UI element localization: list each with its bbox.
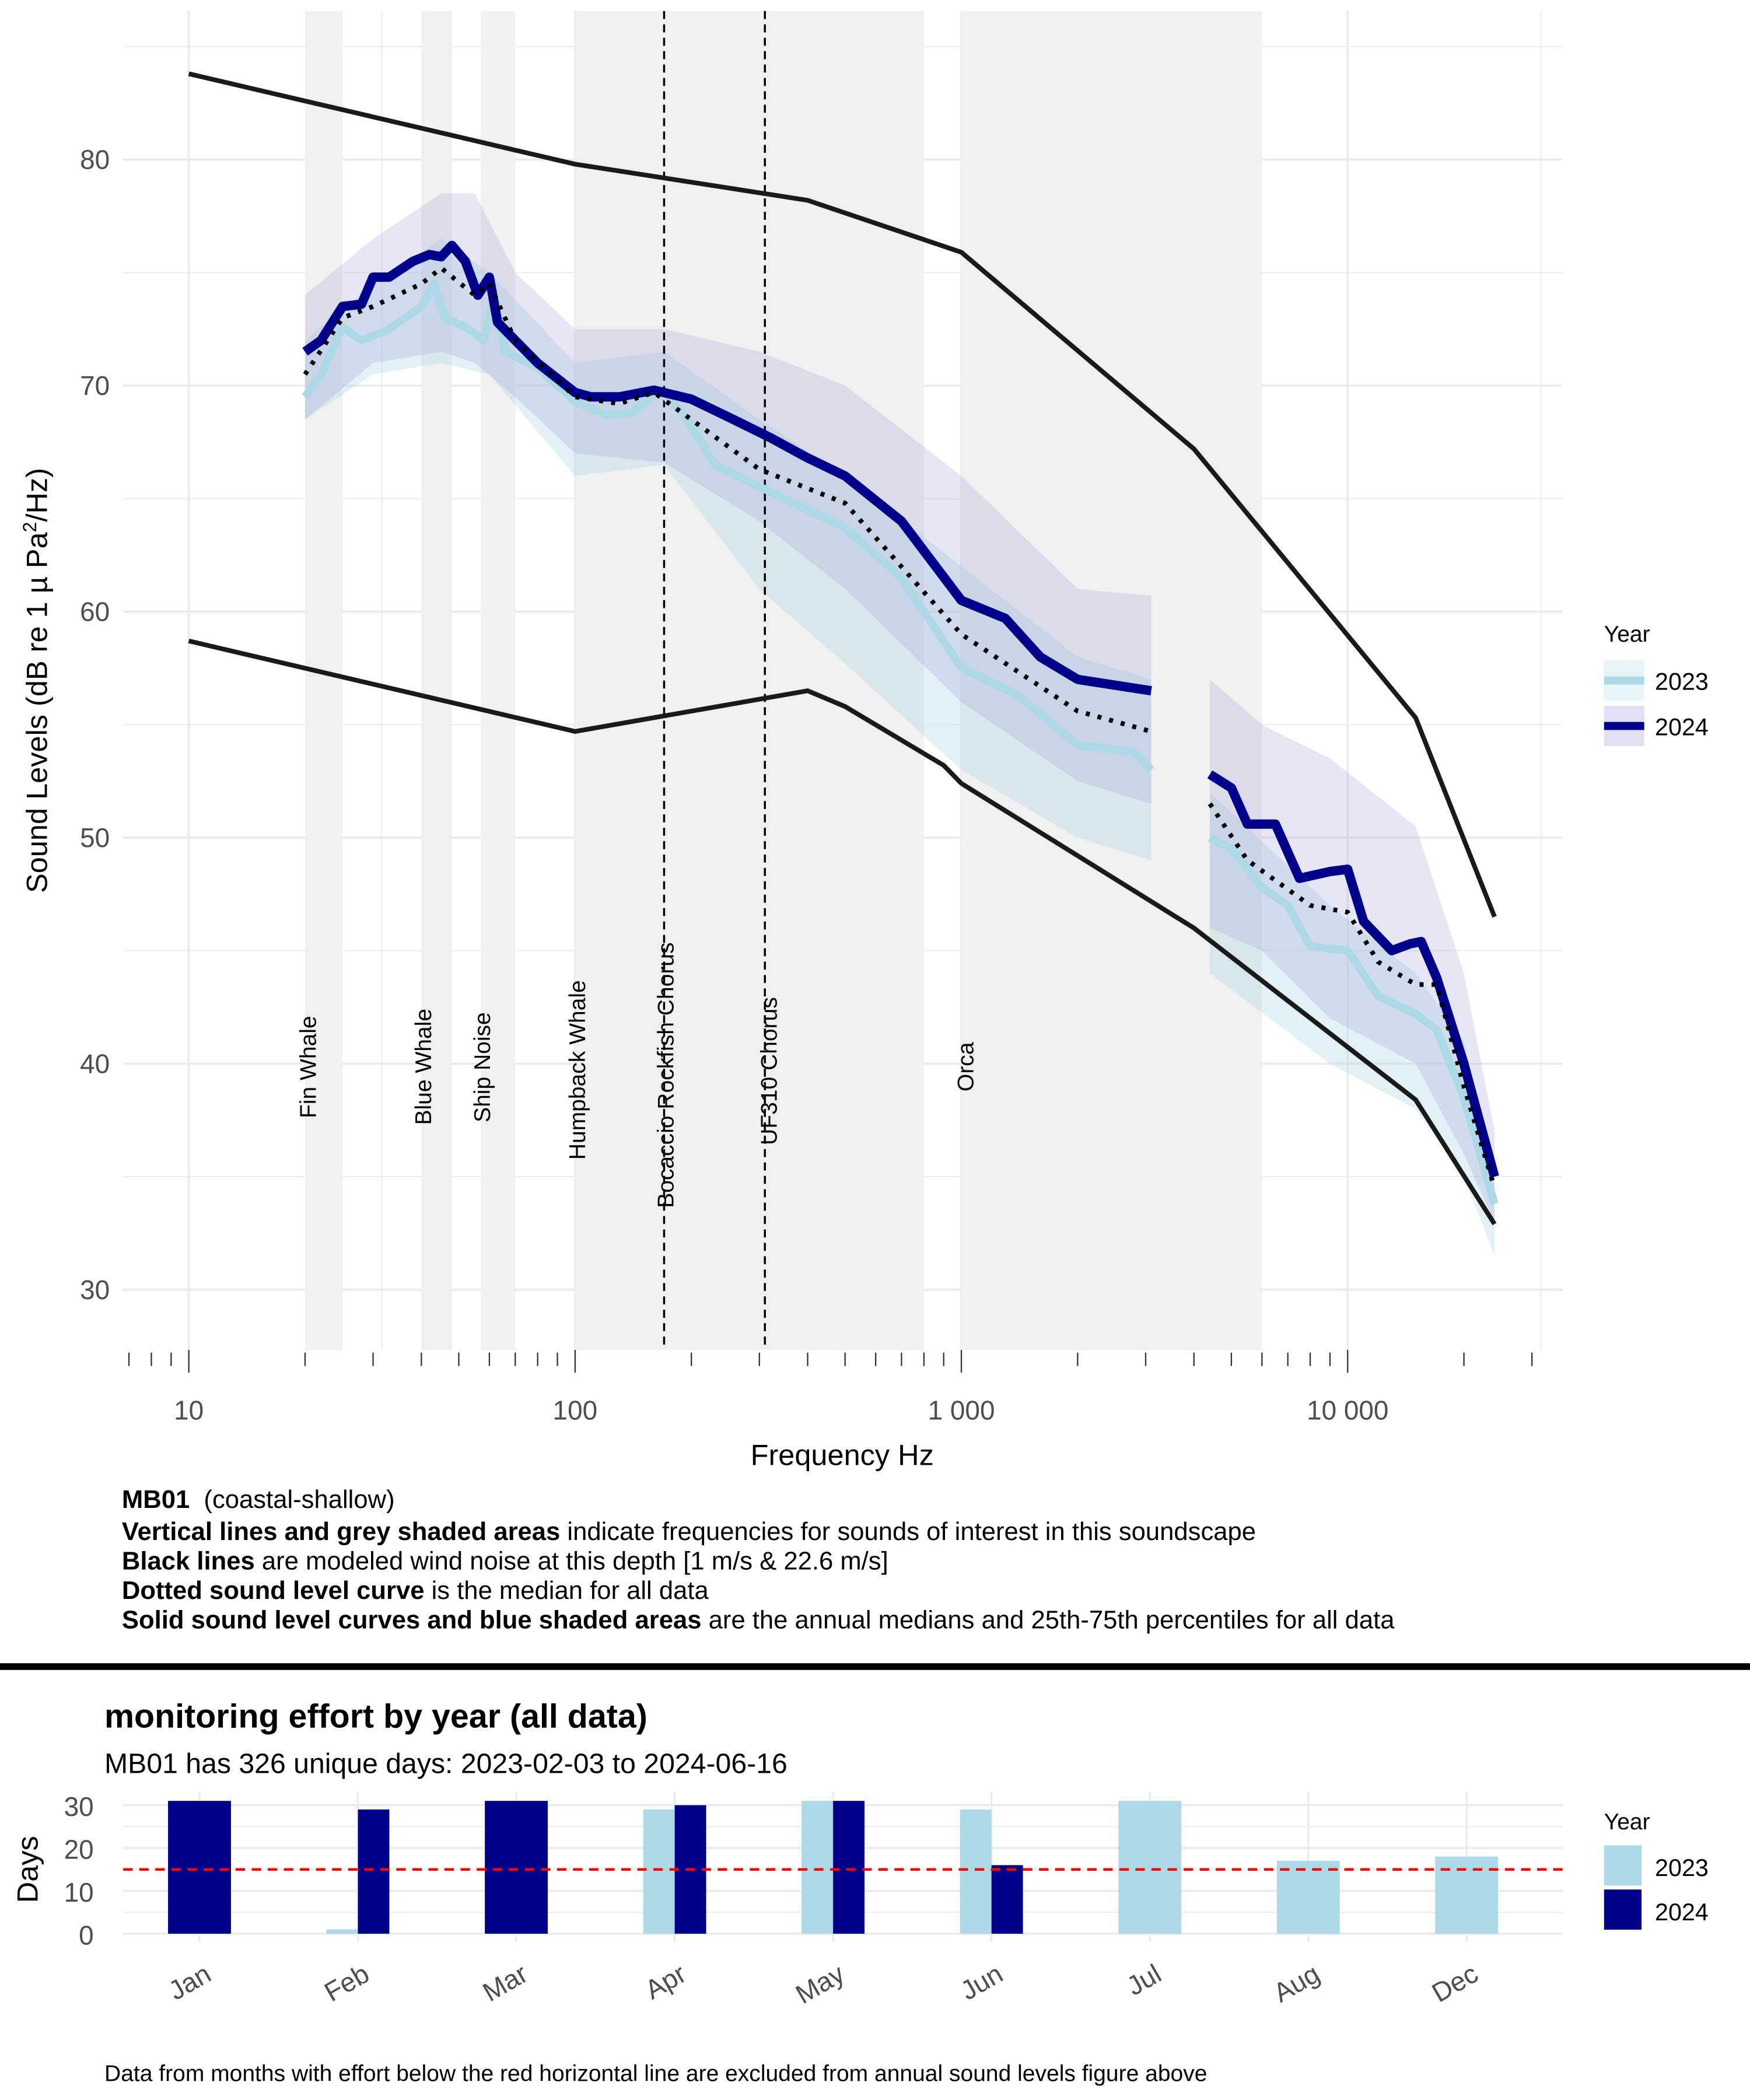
x-tick-label: Apr [640,1958,691,2006]
wind-noise-line [188,71,1497,918]
median-line-2024 [1207,770,1499,1178]
bar-2023-Feb [326,1929,358,1934]
x-tick-label: 100 [553,1395,598,1426]
median-line-2023 [1208,834,1499,1205]
sound-interest-labels: Fin Whale Blue Whale Ship Noise Humpback Wh… [296,942,979,1208]
note-site: MB01 (coastal-shallow) [122,1486,395,1514]
sound-levels-plot: Fin Whale Blue Whale Ship Noise Humpback Wh… [19,10,1709,1472]
legend-label-2024: 2024 [1655,714,1709,741]
y-tick-label: 30 [64,1791,94,1822]
y-tick-label: 60 [80,597,110,627]
legend-label-2023: 2023 [1655,668,1709,695]
shade-humpback-whale [575,10,924,1350]
x-tick-label: 10 000 [1307,1395,1388,1426]
median-line-2024 [302,240,1152,696]
bar-2024-Mar [485,1801,548,1934]
bar-2023-May [802,1801,834,1934]
legend-title: Year [1604,622,1650,647]
legend-label-2024: 2024 [1655,1899,1709,1926]
monitoring-effort-plot: monitoring effort by year (all data) MB0… [10,1698,1709,2086]
shade-ship-noise [481,10,516,1350]
sound-label: Blue Whale [411,1009,436,1125]
bar-2024-May [833,1801,865,1934]
bar-2024-Jan [168,1801,231,1934]
y-tick-label: 10 [64,1877,94,1908]
shade-blue-whale [421,10,452,1350]
sound-label: Bocaccio Rockfish Chorus [654,942,679,1208]
bar-2023-Apr [643,1809,675,1934]
y-axis-label: Sound Levels (dB re 1 µ Pa2/Hz) [19,468,53,893]
effort-ticks: 0 10 20 30 Jan Feb Mar Apr May Jun Jul Aug Dec [64,1791,1483,2010]
legend-key-2023 [1604,1845,1642,1886]
note-line: Vertical lines and grey shaded areas ind… [122,1518,1256,1546]
x-tick-label: 10 [174,1395,204,1426]
effort-subtitle: MB01 has 326 unique days: 2023-02-03 to … [104,1748,788,1779]
section-divider [0,1663,1750,1670]
note-line: Dotted sound level curve is the median f… [122,1577,709,1605]
note-line: Black lines are modeled wind noise at th… [122,1548,888,1576]
effort-bars [123,1801,1563,1934]
x-tick-label: Dec [1427,1958,1483,2008]
x-tick-label: Mar [478,1958,533,2008]
median-all-dotted-line [303,265,1152,734]
sound-label: UF310 Chorus [757,997,782,1145]
x-tick-label: Jul [1121,1958,1166,2001]
notes: MB01 (coastal-shallow) Vertical lines an… [122,1486,1395,1634]
x-tick-label: May [790,1958,849,2010]
sound-levels-ticks: 30 40 50 60 70 80 10 100 1 000 10 000 [80,145,1533,1426]
x-tick-label: Feb [319,1958,374,2008]
legend-label-2023: 2023 [1655,1854,1709,1881]
effort-title: monitoring effort by year (all data) [104,1698,648,1735]
legend-sound-levels: Year 2023 2024 [1604,622,1709,746]
bar-2023-Aug [1276,1861,1340,1934]
effort-y-axis-label: Days [10,1836,44,1903]
bar-2023-Jul [1118,1801,1182,1934]
legend-title: Year [1604,1810,1650,1835]
y-tick-label: 80 [80,145,110,175]
bar-2024-Jun [991,1865,1023,1934]
median-line-2023 [302,279,1154,773]
effort-footer-note: Data from months with effort below the r… [104,2061,1207,2086]
sound-label: Fin Whale [296,1016,321,1118]
y-tick-label: 70 [80,370,110,401]
legend-key-2024 [1604,1889,1642,1930]
y-tick-label: 30 [80,1275,110,1305]
level-curves [188,10,1499,1350]
y-tick-label: 20 [64,1834,94,1864]
shade-fin-whale [304,10,343,1350]
y-tick-label: 50 [80,822,110,853]
percentile-band-2023 [304,239,1152,860]
sound-label: Ship Noise [470,1012,495,1122]
legend-effort: Year 2023 2024 [1604,1810,1709,1930]
x-tick-label: Jan [163,1958,216,2006]
y-tick-label: 40 [80,1048,110,1079]
percentile-band-2023 [1210,792,1495,1256]
sound-label: Humpback Whale [565,980,590,1160]
note-line: Solid sound level curves and blue shaded… [122,1606,1395,1634]
bar-2024-Feb [358,1809,390,1934]
median-all-dotted-line [1208,802,1497,1189]
x-axis-label: Frequency Hz [751,1438,934,1472]
sound-label: Orca [954,1042,979,1091]
wind-noise-line [188,638,1497,1226]
x-tick-label: Aug [1268,1958,1325,2008]
x-tick-label: Jun [956,1958,1008,2006]
bar-2023-Jun [960,1809,992,1934]
x-tick-label: 1 000 [928,1395,995,1426]
y-tick-label: 0 [79,1920,94,1950]
